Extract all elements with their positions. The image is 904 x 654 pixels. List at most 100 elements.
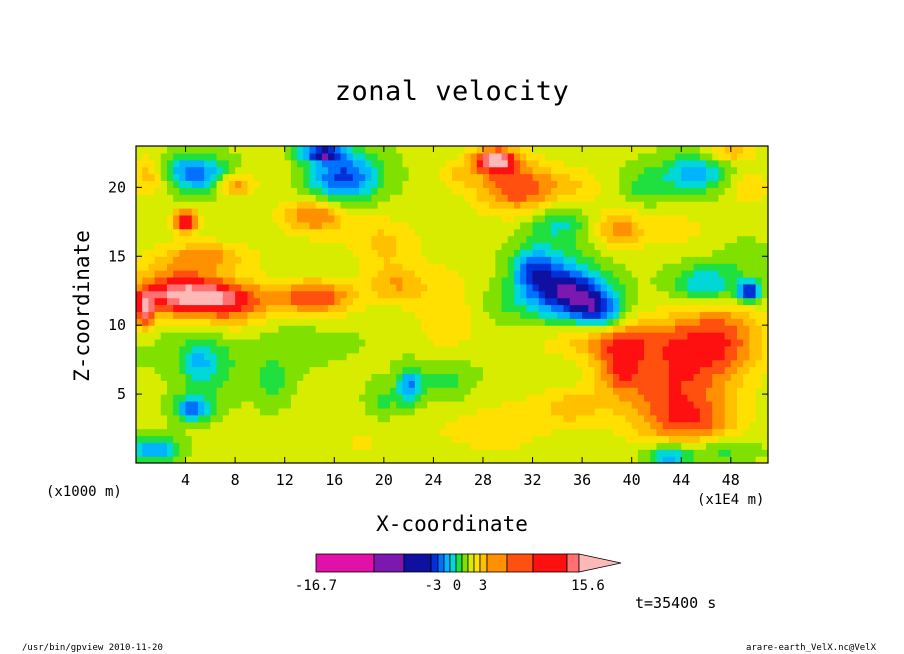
field-cell (761, 159, 768, 168)
field-cell (210, 146, 218, 154)
field-cell (675, 435, 682, 443)
field-cell (482, 318, 490, 326)
field-cell (619, 359, 627, 368)
field-cell (278, 359, 286, 368)
field-cell (179, 394, 187, 402)
field-cell (396, 442, 404, 450)
field-cell (637, 270, 645, 278)
field-cell (656, 159, 664, 168)
field-cell (359, 366, 366, 375)
field-cell (613, 428, 620, 437)
field-cell (681, 208, 689, 216)
field-cell (625, 400, 633, 409)
field-cell (730, 428, 738, 437)
field-cell (718, 249, 726, 257)
field-cell (482, 214, 490, 223)
field-cell (501, 214, 509, 223)
field-cell (414, 263, 422, 271)
field-cell (303, 338, 311, 347)
field-cell (272, 325, 280, 333)
field-cell (594, 311, 602, 319)
field-cell (675, 256, 682, 264)
field-cell (359, 256, 366, 264)
field-cell (520, 325, 527, 333)
field-cell (266, 456, 273, 463)
field-cell (142, 173, 149, 182)
field-cell (303, 318, 311, 326)
field-cell (346, 249, 354, 257)
field-cell (315, 270, 323, 278)
field-cell (637, 449, 645, 457)
field-cell (687, 242, 695, 250)
field-cell (321, 297, 329, 306)
field-cell (650, 345, 658, 354)
field-cell (520, 214, 527, 223)
field-cell (365, 283, 373, 292)
field-cell (470, 242, 478, 250)
field-cell (452, 442, 459, 450)
field-cell (470, 394, 478, 402)
field-cell (737, 283, 744, 292)
field-cell (445, 373, 453, 381)
field-cell (408, 442, 416, 450)
field-cell (507, 283, 515, 292)
field-cell (414, 394, 422, 402)
field-cell (284, 442, 292, 450)
field-cell (204, 208, 211, 216)
field-cell (439, 449, 447, 457)
field-cell (241, 146, 249, 154)
field-cell (433, 270, 441, 278)
field-cell (730, 228, 738, 237)
field-cell (340, 221, 348, 230)
field-cell (619, 214, 627, 223)
field-cell (142, 400, 149, 409)
field-cell (470, 345, 478, 354)
field-cell (340, 166, 348, 175)
field-cell (160, 283, 168, 292)
field-cell (346, 201, 354, 209)
field-cell (204, 304, 211, 312)
field-cell (538, 256, 546, 264)
field-cell (520, 146, 527, 154)
field-cell (557, 180, 565, 188)
field-cell (569, 428, 577, 437)
field-cell (644, 173, 651, 182)
field-cell (278, 394, 286, 402)
field-cell (464, 428, 472, 437)
field-cell (421, 442, 428, 450)
footer-left: /usr/bin/gpview 2010-11-20 (22, 643, 163, 653)
field-cell (600, 173, 608, 182)
field-cell (718, 290, 726, 299)
field-cell (755, 201, 763, 209)
field-cell (297, 249, 304, 257)
field-cell (613, 166, 620, 175)
field-cell (501, 373, 509, 381)
field-cell (328, 456, 335, 463)
field-cell (204, 387, 211, 395)
field-cell (216, 235, 224, 244)
field-cell (371, 194, 379, 202)
field-cell (569, 201, 577, 209)
field-cell (631, 187, 639, 195)
field-cell (495, 173, 503, 182)
field-cell (402, 332, 410, 340)
field-cell (687, 366, 695, 375)
field-cell (470, 180, 478, 188)
field-cell (520, 242, 527, 250)
field-cell (414, 228, 422, 237)
field-cell (247, 235, 255, 244)
field-cell (501, 166, 509, 175)
field-cell (588, 256, 596, 264)
field-cell (662, 345, 670, 354)
field-cell (334, 456, 342, 463)
field-cell (749, 318, 757, 326)
field-cell (414, 428, 422, 437)
field-cell (191, 297, 199, 306)
field-cell (290, 276, 298, 285)
field-cell (718, 352, 726, 361)
field-cell (594, 297, 602, 306)
field-cell (390, 214, 397, 223)
field-cell (191, 159, 199, 168)
field-cell (712, 407, 720, 416)
field-cell (359, 373, 366, 381)
